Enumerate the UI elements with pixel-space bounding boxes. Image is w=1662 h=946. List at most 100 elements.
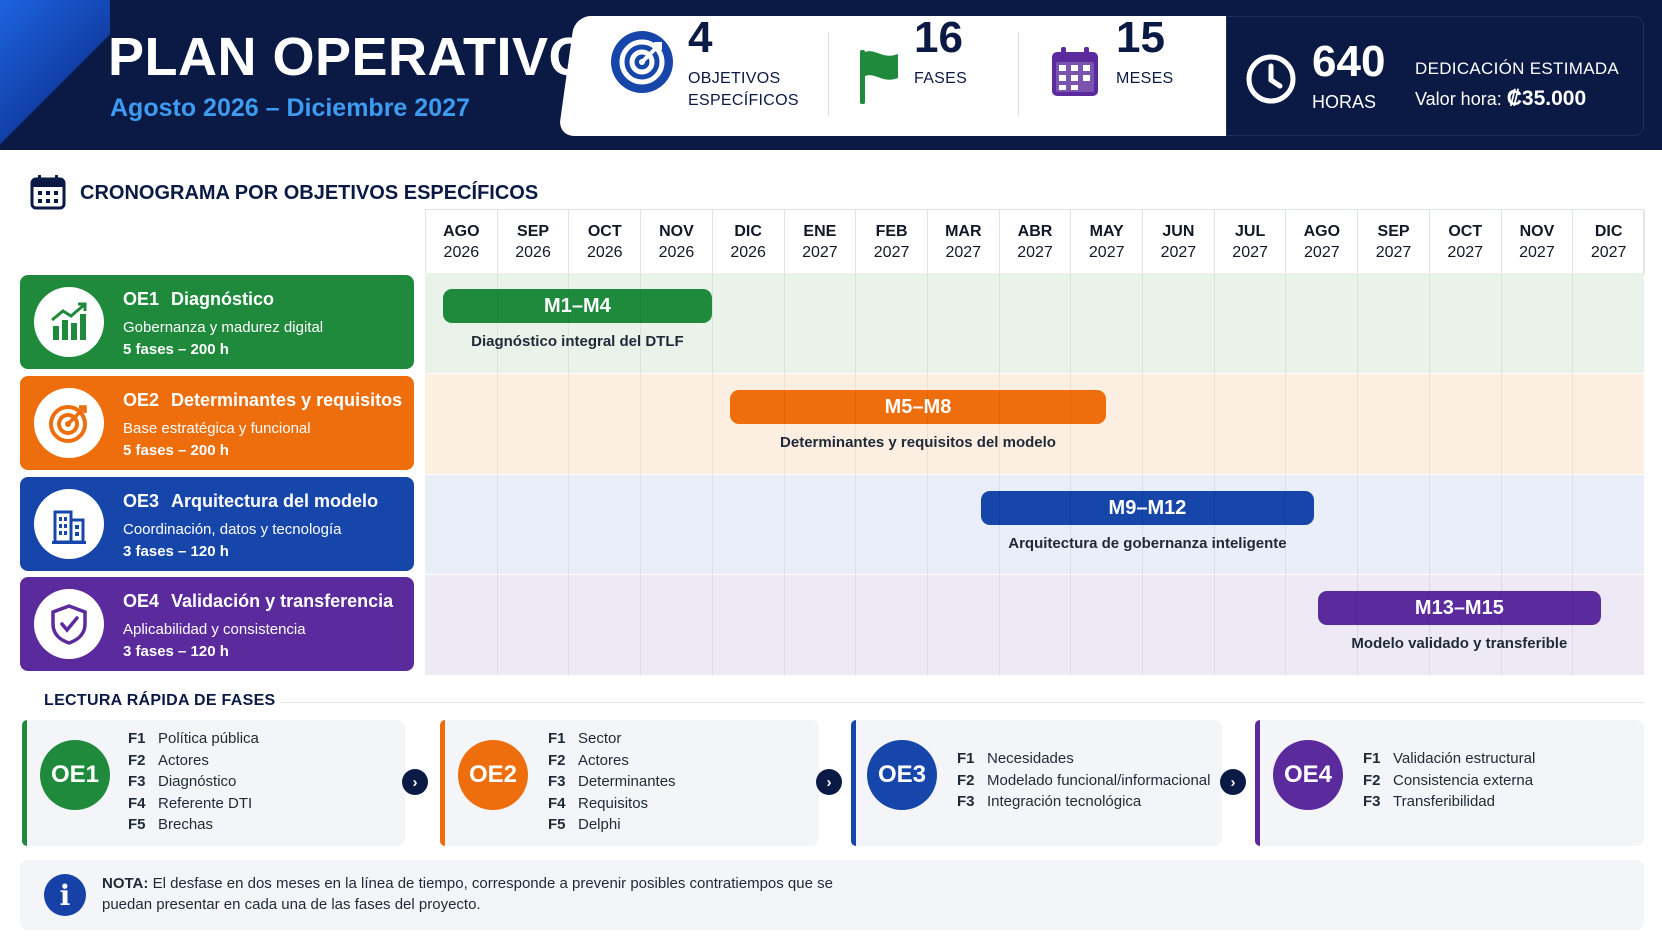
gantt-bar-oe3[interactable]: M9–M12 bbox=[980, 490, 1315, 525]
page-title: PLAN OPERATIVO bbox=[108, 27, 592, 87]
gantt-gridline bbox=[1572, 273, 1574, 676]
gantt-gridline bbox=[1070, 273, 1072, 676]
month-header-cell: OCT 2026 bbox=[569, 210, 642, 274]
objective-description: Coordinación, datos y tecnología bbox=[123, 520, 342, 538]
note-box: i NOTA: El desfase en dos meses en la lí… bbox=[20, 860, 1644, 930]
phase-name: Transferibilidad bbox=[1393, 793, 1495, 810]
month-header-cell: NOV 2026 bbox=[641, 210, 713, 274]
month-header-cell: DIC 2027 bbox=[1573, 210, 1645, 274]
phases-title: LECTURA RÁPIDA DE FASES bbox=[44, 692, 276, 709]
gantt-row-oe4 bbox=[425, 575, 1644, 675]
gantt-grid: M1–M4 Diagnóstico integral del DTLF M5–M8 D… bbox=[425, 273, 1644, 676]
month-label: SEP bbox=[1377, 223, 1410, 240]
phase-code: F5 bbox=[548, 816, 566, 833]
phase-item: F3 Integración tecnológica bbox=[957, 791, 1210, 813]
month-header-cell: JUN 2027 bbox=[1143, 210, 1215, 274]
objective-title: OE2 Determinantes y requisitos bbox=[123, 390, 402, 411]
phase-code: F4 bbox=[548, 794, 566, 812]
objective-code: OE2 bbox=[123, 389, 160, 410]
phase-code: F3 bbox=[128, 773, 146, 790]
objective-card-oe3[interactable]: OE3 Arquitectura del modelo Coordinación, … bbox=[20, 476, 414, 571]
stat-phases-value: 16 bbox=[914, 13, 963, 62]
phase-list: F1 Necesidades F2 Modelado funcional/inform… bbox=[957, 748, 1210, 813]
gantt-bar-oe4[interactable]: M13–M15 bbox=[1317, 591, 1601, 626]
phase-list: F1 Validación estructural F2 Consistencia e… bbox=[1363, 748, 1535, 813]
objective-card-oe1[interactable]: OE1 Diagnóstico Gobernanza y madurez digit… bbox=[20, 275, 414, 369]
month-label: JUL bbox=[1234, 223, 1266, 240]
gantt-gridline bbox=[711, 273, 713, 676]
note-text-block: NOTA: El desfase en dos meses en la líne… bbox=[102, 873, 862, 915]
phase-item: F3 Determinantes bbox=[548, 771, 676, 793]
objective-name: Arquitectura del modelo bbox=[171, 490, 379, 511]
objective-phases-hours: 5 fases – 200 h bbox=[123, 341, 229, 358]
objective-code: OE3 bbox=[123, 490, 160, 511]
phase-card-accent bbox=[1255, 720, 1260, 846]
month-label: ABR bbox=[1017, 223, 1053, 240]
phase-code: F2 bbox=[548, 751, 566, 769]
building-icon bbox=[52, 510, 86, 544]
objective-title: OE1 Diagnóstico bbox=[123, 289, 274, 310]
phase-code: F3 bbox=[957, 793, 975, 810]
phase-name: Integración tecnológica bbox=[987, 793, 1142, 810]
phase-item: F4 Requisitos bbox=[548, 793, 676, 815]
stat-months-value: 15 bbox=[1116, 13, 1165, 62]
stat-months-label: MESES bbox=[1116, 70, 1174, 87]
phase-item: F5 Brechas bbox=[128, 814, 259, 836]
divider bbox=[280, 702, 1644, 703]
dedication-title: DEDICACIÓN ESTIMADA bbox=[1415, 59, 1620, 78]
gantt-bar-oe1[interactable]: M1–M4 bbox=[443, 289, 712, 323]
gantt-gridline bbox=[855, 273, 857, 676]
year-label: 2027 bbox=[945, 244, 982, 261]
phase-name: Modelado funcional/informacional bbox=[987, 771, 1211, 789]
phase-card-oe2: OE2 F1 Sector F2 Actores F3 Determinantes F4 Req… bbox=[440, 720, 819, 846]
chevron-right-icon: › bbox=[402, 769, 428, 795]
gantt-gridline bbox=[926, 273, 928, 676]
objective-badge: OE3 bbox=[867, 740, 937, 810]
gantt-gridline bbox=[640, 273, 642, 676]
year-label: 2027 bbox=[1519, 244, 1555, 261]
gantt-gridline bbox=[998, 273, 1000, 676]
note-label: NOTA: bbox=[102, 875, 149, 892]
phase-item: F1 Política pública bbox=[128, 728, 259, 750]
phase-code: F3 bbox=[548, 773, 566, 790]
year-label: 2027 bbox=[1232, 244, 1268, 261]
month-header-cell: MAY 2027 bbox=[1071, 210, 1144, 274]
objective-card-oe4[interactable]: OE4 Validación y transferencia Aplicabilid… bbox=[20, 577, 414, 672]
phase-code: F2 bbox=[957, 771, 975, 789]
gantt-gridline bbox=[568, 273, 570, 676]
gantt-gridline bbox=[1500, 273, 1502, 676]
phase-card-oe1: OE1 F1 Política pública F2 Actores F3 Diagnóst… bbox=[22, 720, 405, 846]
stat-months: 15 MESES bbox=[1050, 16, 1174, 116]
month-label: JUN bbox=[1162, 223, 1195, 240]
note-text: El desfase en dos meses en la línea de t… bbox=[102, 875, 833, 913]
objective-code: OE1 bbox=[123, 289, 160, 309]
phase-card-accent bbox=[440, 720, 445, 846]
calendar-icon bbox=[30, 175, 66, 210]
gantt-gridline bbox=[1357, 273, 1359, 676]
objective-badge: OE2 bbox=[458, 740, 528, 810]
month-header-cell: JUL 2027 bbox=[1215, 210, 1287, 274]
phase-name: Actores bbox=[578, 751, 629, 769]
growth-chart-icon bbox=[51, 302, 87, 340]
objective-description: Gobernanza y madurez digital bbox=[123, 319, 324, 336]
month-header-cell: ABR 2027 bbox=[1000, 210, 1072, 274]
phase-code: F2 bbox=[1363, 771, 1381, 789]
phase-code: F1 bbox=[128, 730, 146, 747]
phase-card-oe4: OE4 F1 Validación estructural F2 Consistenci… bbox=[1255, 720, 1644, 846]
timeline-months-header: AGO 2026 SEP 2026 OCT 2026 NOV 2026 DIC 2026 ENE 20… bbox=[425, 209, 1645, 274]
month-header-cell: OCT 2027 bbox=[1430, 210, 1502, 274]
gantt-bar-caption: Diagnóstico integral del DTLF bbox=[471, 333, 684, 350]
month-header-cell: SEP 2027 bbox=[1358, 210, 1430, 274]
gantt-bar-oe2[interactable]: M5–M8 bbox=[729, 389, 1107, 424]
year-label: 2026 bbox=[658, 244, 695, 261]
gantt-bar-caption: Arquitectura de gobernanza inteligente bbox=[1008, 534, 1287, 552]
objective-name: Diagnóstico bbox=[171, 289, 275, 309]
objective-card-oe2[interactable]: OE2 Determinantes y requisitos Base estrat… bbox=[20, 375, 414, 470]
year-label: 2027 bbox=[1447, 244, 1484, 261]
phase-code: F1 bbox=[1363, 750, 1381, 767]
phase-name: Brechas bbox=[158, 816, 214, 833]
month-label: NOV bbox=[659, 223, 694, 240]
month-header-cell: FEB 2027 bbox=[856, 210, 928, 274]
chevron-right-icon: › bbox=[816, 769, 842, 795]
phase-card-accent bbox=[851, 720, 856, 846]
